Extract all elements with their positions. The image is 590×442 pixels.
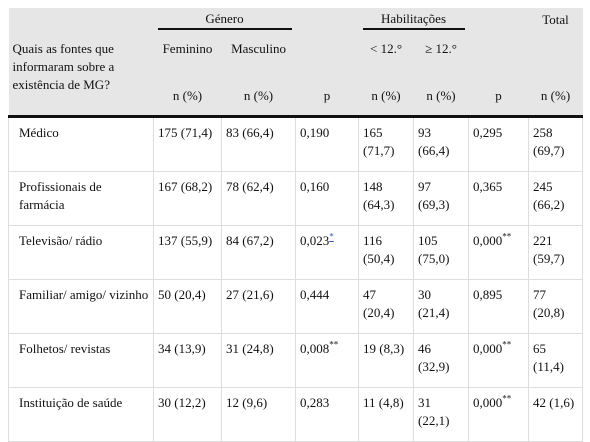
cell: 31 (22,1) bbox=[413, 387, 470, 442]
table-row: Folhetos/ revistas 34 (13,9) 31 (24,8) 0,00… bbox=[8, 333, 584, 388]
row-label: Instituição de saúde bbox=[8, 387, 154, 442]
cell-value: 0,000 bbox=[473, 233, 503, 248]
cell: 0,023* bbox=[295, 225, 360, 280]
cell: 50 (20,4) bbox=[153, 279, 222, 334]
table-row: Instituição de saúde 30 (12,2) 12 (9,6) 0,2… bbox=[8, 387, 584, 442]
cell: 77 (20,8) bbox=[528, 279, 584, 334]
cell: 221 (59,7) bbox=[528, 225, 584, 280]
row-label: Televisão/ rádio bbox=[8, 225, 154, 280]
footnote-link[interactable]: * bbox=[329, 231, 334, 242]
cell: 93 (66,4) bbox=[413, 116, 470, 172]
unit-header: n (%) bbox=[243, 88, 274, 103]
data-table: Género Habilitações Total Quais as fonte… bbox=[8, 8, 584, 442]
cell: 0,190 bbox=[295, 116, 360, 172]
cell: 0,283 bbox=[295, 387, 360, 442]
cell: 148 (64,3) bbox=[358, 171, 415, 226]
cell: 31 (24,8) bbox=[220, 333, 297, 388]
table-row: Profissionais de farmácia 167 (68,2) 78 (6… bbox=[8, 171, 584, 226]
cell: 0,365 bbox=[468, 171, 530, 226]
cell: 0,000** bbox=[468, 225, 530, 280]
blank bbox=[469, 32, 529, 77]
footnote-marker: * bbox=[329, 232, 334, 242]
cell: 34 (13,9) bbox=[153, 333, 222, 388]
unit-header: n (%) bbox=[426, 88, 456, 103]
column-header: ≥ 12.° bbox=[425, 41, 457, 56]
unit-header: n (%) bbox=[172, 88, 203, 103]
cell-value: 0,000 bbox=[473, 395, 503, 410]
cell: 65 (11,4) bbox=[528, 333, 584, 388]
group-header: Género bbox=[154, 8, 296, 32]
cell: 27 (21,6) bbox=[220, 279, 297, 334]
cell: 30 (21,4) bbox=[413, 279, 470, 334]
column-header: Masculino bbox=[231, 41, 286, 56]
group-header: Habilitações bbox=[359, 8, 469, 32]
cell: 175 (71,4) bbox=[153, 116, 222, 172]
row-label: Profissionais de farmácia bbox=[8, 171, 154, 226]
cell: 137 (55,9) bbox=[153, 225, 222, 280]
unit-header: p bbox=[495, 88, 502, 103]
table-header: Género Habilitações Total Quais as fonte… bbox=[8, 8, 583, 117]
column-header: Total bbox=[542, 12, 569, 27]
cell-value: 0,023 bbox=[300, 233, 330, 248]
column-header: < 12.° bbox=[370, 41, 403, 56]
cell: 42 (1,6) bbox=[528, 387, 584, 442]
blank bbox=[529, 32, 583, 77]
row-label: Folhetos/ revistas bbox=[8, 333, 154, 388]
cell: 258 (69,7) bbox=[528, 116, 584, 172]
footnote-marker: ** bbox=[502, 231, 512, 242]
blank bbox=[9, 8, 154, 32]
table-row: Familiar/ amigo/ vizinho 50 (20,4) 27 (21,… bbox=[8, 279, 584, 334]
cell: 83 (66,4) bbox=[220, 116, 297, 172]
unit-header: n (%) bbox=[540, 88, 571, 103]
cell: 0,160 bbox=[295, 171, 360, 226]
blank bbox=[296, 8, 359, 32]
cell: 116 (50,4) bbox=[358, 225, 415, 280]
row-label: Familiar/ amigo/ vizinho bbox=[8, 279, 154, 334]
cell: 46 (32,9) bbox=[413, 333, 470, 388]
blank bbox=[469, 8, 529, 32]
table-row: Televisão/ rádio 137 (55,9) 84 (67,2) 0,023… bbox=[8, 225, 584, 280]
footnote-marker: ** bbox=[502, 339, 512, 350]
unit-header: n (%) bbox=[371, 88, 401, 103]
cell-value: 0,008 bbox=[300, 341, 330, 356]
cell: 47 (20,4) bbox=[358, 279, 415, 334]
footnote-marker: ** bbox=[502, 393, 512, 404]
cell: 167 (68,2) bbox=[153, 171, 222, 226]
cell: 0,295 bbox=[468, 116, 530, 172]
cell: 245 (66,2) bbox=[528, 171, 584, 226]
cell: 0,000** bbox=[468, 333, 530, 388]
cell: 97 (69,3) bbox=[413, 171, 470, 226]
column-header: Feminino bbox=[162, 41, 213, 56]
cell: 0,895 bbox=[468, 279, 530, 334]
cell: 0,008** bbox=[295, 333, 360, 388]
question-header: Quais as fontes que informaram sobre a e… bbox=[12, 41, 115, 92]
unit-header: p bbox=[323, 88, 331, 103]
cell: 11 (4,8) bbox=[358, 387, 415, 442]
blank bbox=[296, 32, 359, 77]
cell: 165 (71,7) bbox=[358, 116, 415, 172]
cell: 84 (67,2) bbox=[220, 225, 297, 280]
footnote-marker: ** bbox=[329, 339, 339, 350]
cell: 19 (8,3) bbox=[358, 333, 415, 388]
table-container: Género Habilitações Total Quais as fonte… bbox=[8, 8, 584, 442]
cell: 0,000** bbox=[468, 387, 530, 442]
cell-value: 0,000 bbox=[473, 341, 503, 356]
table-row: Médico 175 (71,4) 83 (66,4) 0,190 165 (71,7)… bbox=[8, 116, 584, 172]
cell: 12 (9,6) bbox=[220, 387, 297, 442]
cell: 78 (62,4) bbox=[220, 171, 297, 226]
cell: 0,444 bbox=[295, 279, 360, 334]
table-body: Médico 175 (71,4) 83 (66,4) 0,190 165 (71,7)… bbox=[8, 116, 584, 442]
row-label: Médico bbox=[8, 116, 154, 172]
cell: 105 (75,0) bbox=[413, 225, 470, 280]
cell: 30 (12,2) bbox=[153, 387, 222, 442]
